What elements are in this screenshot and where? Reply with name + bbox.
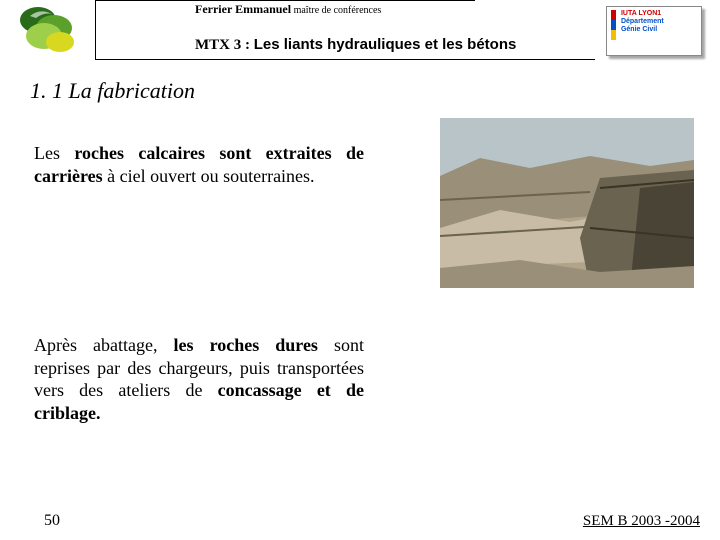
course-code: MTX 3 : <box>195 37 254 53</box>
author-line: Ferrier Emmanuel maître de conférences <box>195 2 381 17</box>
iut-logo-line2: Département <box>621 18 664 26</box>
iut-logo-line1: IUTA LYON1 <box>621 10 664 18</box>
p2-bold1: les roches dures <box>174 335 318 355</box>
author-name: Ferrier Emmanuel <box>195 2 291 16</box>
page-number: 50 <box>44 512 60 530</box>
iut-logo: IUTA LYON1 Département Génie Civil <box>606 6 702 56</box>
course-title: Les liants hydrauliques et les bétons <box>254 36 517 53</box>
quarry-photo <box>440 118 694 288</box>
course-line: MTX 3 : Les liants hydrauliques et les b… <box>195 36 516 54</box>
institution-logo <box>10 2 88 56</box>
header: Ferrier Emmanuel maître de conférences M… <box>95 0 595 60</box>
author-title: maître de conférences <box>291 5 381 16</box>
footer-stamp: SEM B 2003 -2004 <box>583 513 700 530</box>
p2-text1: Après abattage, <box>34 335 174 355</box>
paragraph-2: Après abattage, les roches dures sont re… <box>34 334 364 424</box>
header-rule-top <box>95 0 475 1</box>
p1-text2: à ciel ouvert ou souterraines. <box>103 166 315 186</box>
section-title: 1. 1 La fabrication <box>30 78 720 104</box>
logo-bar-red <box>611 10 616 40</box>
iut-logo-line3: Génie Civil <box>621 26 664 34</box>
p1-text1: Les <box>34 143 74 163</box>
paragraph-1: Les roches calcaires sont extraites de c… <box>34 142 364 187</box>
